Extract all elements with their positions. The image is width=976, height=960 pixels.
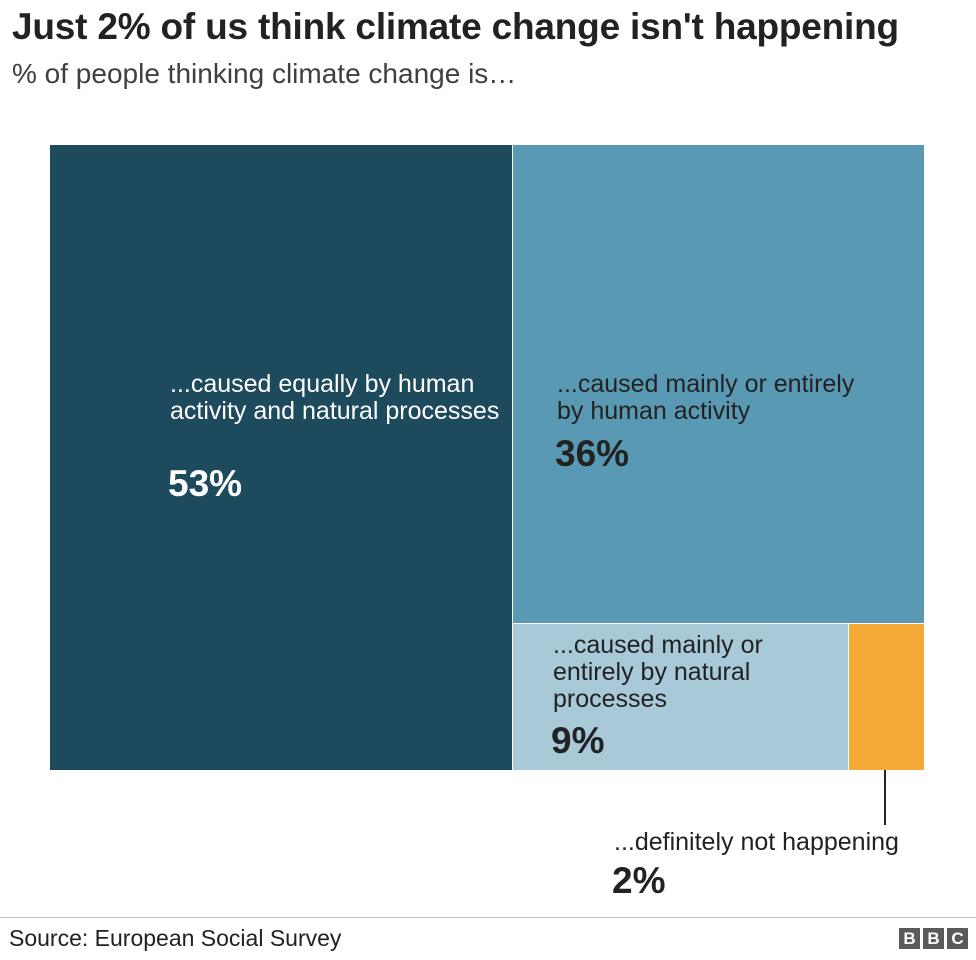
tile-equal-label: ...caused equally by human activity and …: [170, 370, 500, 425]
tile-natural: ...caused mainly or entirely by natural …: [513, 624, 849, 770]
bbc-logo-letter-2: B: [923, 928, 944, 949]
source-text: Source: European Social Survey: [9, 925, 342, 951]
callout-line: [884, 770, 886, 825]
tile-equal: ...caused equally by human activity and …: [50, 145, 513, 770]
callout-not-happening-value: 2%: [612, 860, 666, 901]
tile-equal-value: 53%: [168, 463, 243, 504]
treemap: ...caused equally by human activity and …: [50, 145, 924, 770]
callout-not-happening-label: ...definitely not happening: [614, 828, 899, 856]
bbc-logo-letter-1: B: [899, 928, 920, 949]
tile-not-happening: [849, 624, 924, 770]
bbc-logo: B B C: [899, 928, 968, 949]
tile-human-label: ...caused mainly or entirely by human ac…: [557, 370, 855, 425]
tile-natural-value: 9%: [551, 720, 605, 761]
chart-title: Just 2% of us think climate change isn't…: [12, 6, 899, 47]
bbc-logo-letter-3: C: [947, 928, 968, 949]
footer-divider: [0, 917, 976, 918]
tile-natural-label: ...caused mainly or entirely by natural …: [553, 631, 763, 713]
tile-human-value: 36%: [555, 433, 630, 474]
tile-human: ...caused mainly or entirely by human ac…: [513, 145, 924, 624]
chart-subtitle: % of people thinking climate change is…: [12, 58, 517, 89]
